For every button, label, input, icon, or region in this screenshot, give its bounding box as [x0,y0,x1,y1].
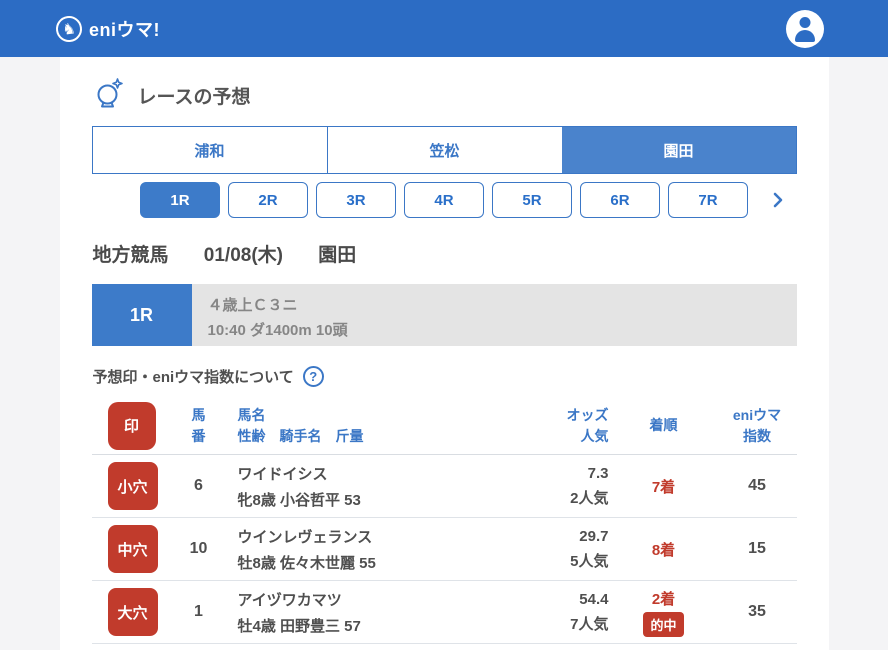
horse-number: 6 [194,477,203,494]
content-card: レースの予想 浦和 笠松 園田 1R 2R 3R 4R 5R 6R 7R 地方競… [59,57,829,650]
race-description: ４歳上Ｃ３ニ 10:40 ダ1400m 10頭 [191,284,797,346]
race-tab-7r[interactable]: 7R [668,182,748,218]
horse-knight-icon: ♞ [54,13,84,44]
horse-number: 10 [189,540,208,557]
finish-rank: 7着 [651,478,676,496]
horse-detail: 牡8歳 佐々木世麗 55 [237,554,376,572]
odds-column-header: オッズ 人気 [566,406,609,444]
number-column-header: 馬 番 [191,406,206,444]
odds-value: 7.3 [587,464,609,482]
section-head: レースの予想 [96,77,797,114]
rank-column-header: 着順 [649,417,678,433]
user-avatar-button[interactable] [786,9,824,48]
venue-tab-label: 園田 [663,142,694,160]
popularity: 5人気 [570,552,609,570]
table-header-row: 印 馬 番 馬名 性齢 騎手名 斤量 オッズ 人気 着順 eniウマ 指数 [91,397,797,455]
race-tab-5r[interactable]: 5R [492,182,572,218]
race-tab-4r[interactable]: 4R [404,182,484,218]
race-details: 10:40 ダ1400m 10頭 [207,322,348,339]
user-person-icon [799,16,811,28]
race-info-bar: 1R ４歳上Ｃ３ニ 10:40 ダ1400m 10頭 [91,284,797,346]
race-meta: 地方競馬 01/08(木) 園田 [93,240,797,267]
finish-rank: 2着 [651,590,676,608]
prediction-table: 印 馬 番 馬名 性齢 騎手名 斤量 オッズ 人気 着順 eniウマ 指数 小穴… [91,397,797,644]
venue-tab-bar: 浦和 笠松 園田 [91,126,797,174]
horse-number: 1 [194,603,203,620]
about-label: 予想印・eniウマ指数について [92,369,294,386]
table-row: 中穴 10 ウインレヴェランス 牡8歳 佐々木世麗 55 29.7 5人気 8着… [91,518,797,581]
race-meta-category: 地方競馬 [92,245,169,266]
race-tab-3r[interactable]: 3R [316,182,396,218]
race-meta-date: 01/08(木) [203,245,283,266]
crystal-ball-icon [96,77,124,114]
race-name: ４歳上Ｃ３ニ [207,297,298,314]
horse-name: ウインレヴェランス [237,528,373,546]
race-number-box: 1R [91,284,192,346]
eniuma-index: 15 [748,540,766,557]
table-row: 小穴 6 ワイドイシス 牝8歳 小谷哲平 53 7.3 2人気 7着 45 [91,455,797,518]
popularity: 7人気 [570,615,609,633]
finish-rank: 8着 [651,541,676,559]
odds-value: 54.4 [579,590,609,608]
venue-tab-kasamatsu[interactable]: 笠松 [326,127,562,173]
eniuma-index: 45 [748,477,766,494]
popularity: 2人気 [570,489,609,507]
odds-value: 29.7 [579,527,609,545]
venue-tab-label: 笠松 [429,142,460,160]
eniuma-index: 35 [748,603,766,620]
app-logo-text: eniウマ! [89,19,161,40]
mark-column-header-badge: 印 [107,401,156,450]
horse-name: ワイドイシス [237,465,328,483]
index-column-header: eniウマ 指数 [732,406,782,444]
question-circle-icon[interactable]: ? [302,366,324,387]
mark-badge: 小穴 [107,462,158,510]
name-column-header: 馬名 性齢 騎手名 斤量 [237,406,364,444]
app-logo[interactable]: ♞ eniウマ! [54,13,161,44]
race-tab-2r[interactable]: 2R [228,182,308,218]
chevron-right-icon[interactable] [771,190,785,215]
horse-name: アイヅワカマツ [237,591,342,609]
table-row: 大穴 1 アイヅワカマツ 牡4歳 田野豊三 57 54.4 7人気 2着 的中 … [91,581,797,644]
venue-tab-sonoda[interactable]: 園田 [561,127,796,173]
race-meta-venue: 園田 [318,245,357,266]
app-header: ♞ eniウマ! [0,0,888,57]
race-tab-1r[interactable]: 1R [140,182,220,218]
about-line: 予想印・eniウマ指数について ? [93,366,797,387]
mark-badge: 大穴 [107,588,158,636]
mark-badge: 中穴 [107,525,158,573]
horse-detail: 牝8歳 小谷哲平 53 [237,491,361,509]
page-title: レースの予想 [137,87,251,108]
user-person-icon-body [795,29,815,42]
venue-tab-label: 浦和 [194,142,225,160]
race-tab-6r[interactable]: 6R [580,182,660,218]
horse-detail: 牡4歳 田野豊三 57 [237,617,361,635]
hit-badge: 的中 [643,611,684,637]
race-tab-bar: 1R 2R 3R 4R 5R 6R 7R [92,182,797,218]
venue-tab-urawa[interactable]: 浦和 [92,127,327,173]
